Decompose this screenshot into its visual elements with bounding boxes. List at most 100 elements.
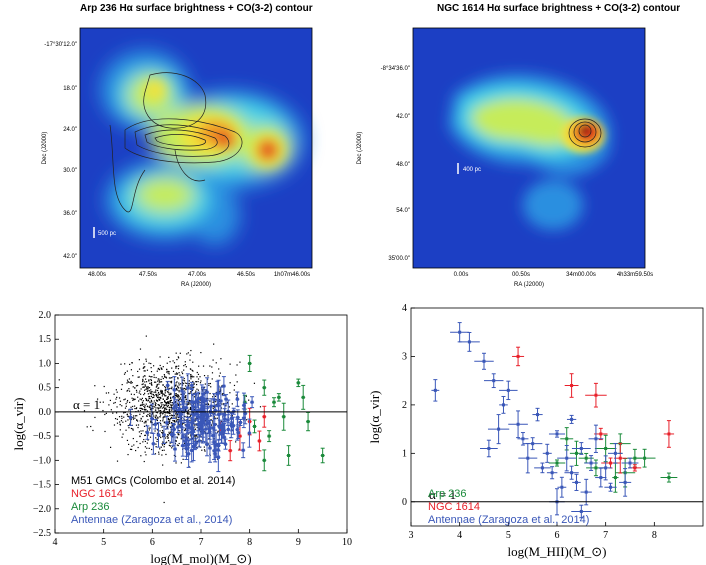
m51-point	[170, 399, 173, 401]
m51-point	[157, 368, 159, 370]
m51-point	[120, 388, 123, 390]
m51-point	[185, 409, 187, 411]
m51-point	[109, 446, 112, 448]
errorbar-point	[557, 444, 577, 472]
m51-point	[199, 399, 201, 401]
m51-point	[116, 406, 118, 408]
m51-point	[197, 380, 199, 383]
m51-point	[181, 429, 183, 431]
m51-point	[147, 413, 149, 416]
errorbar-point	[588, 424, 604, 453]
m51-point	[185, 366, 187, 368]
m51-point	[148, 387, 151, 389]
heatmap-xticks: 0.00s 00.50s 34m00.00s 4h33m59.50s	[454, 272, 654, 278]
m51-point	[161, 402, 163, 404]
m51-point	[175, 413, 177, 415]
m51-point	[188, 402, 190, 404]
m51-point	[218, 390, 220, 392]
m51-point	[177, 368, 180, 370]
m51-point	[108, 404, 110, 406]
errorbar-point	[571, 442, 591, 455]
m51-point	[167, 396, 169, 398]
m51-point	[173, 419, 175, 422]
xtick-label: 6	[150, 537, 155, 548]
m51-point	[130, 393, 132, 395]
m51-point	[194, 408, 196, 411]
halpha-emission-blobs	[448, 73, 612, 230]
xtick-label: 1h07m46.00s	[274, 272, 310, 278]
m51-point	[132, 405, 134, 408]
errorbar-point	[201, 386, 206, 402]
m51-point	[151, 397, 154, 399]
alpha-one-label: α = 1	[429, 487, 456, 502]
m51-point	[176, 373, 178, 375]
heatmap-ngc1614: -8°34'36.0" 42.0" 48.0" 54.0" 35'00.0" 0…	[357, 27, 654, 288]
m51-point	[147, 386, 149, 388]
m51-point	[153, 391, 155, 393]
m51-point	[220, 407, 223, 409]
m51-point	[152, 405, 154, 407]
m51-point	[218, 398, 220, 401]
errorbar-point	[571, 504, 592, 519]
m51-point	[165, 407, 167, 409]
m51-point	[144, 392, 146, 394]
m51-point	[179, 403, 181, 405]
m51-point	[146, 388, 148, 390]
co-contours	[109, 72, 243, 213]
xtick-label: 46.50s	[237, 272, 255, 278]
m51-point	[183, 369, 185, 371]
m51-point	[161, 391, 163, 393]
errorbar-point	[532, 407, 543, 422]
m51-point	[157, 407, 159, 410]
m51-point	[223, 403, 225, 405]
m51-point	[99, 401, 101, 403]
m51-point	[166, 398, 168, 401]
m51-point	[183, 411, 186, 414]
m51-point	[163, 449, 165, 451]
m51-point	[169, 387, 171, 390]
m51-point	[169, 396, 172, 398]
m51-point	[176, 358, 178, 361]
m51-point	[176, 444, 178, 446]
m51-point	[177, 444, 179, 447]
m51-point	[170, 382, 173, 384]
m51-point	[171, 367, 173, 369]
xtick-label: 7	[199, 537, 204, 548]
m51-point	[158, 399, 160, 401]
m51-point	[158, 379, 160, 381]
m51-point	[138, 368, 141, 370]
y-axis-label: log(α_vir)	[367, 390, 382, 443]
m51-point	[203, 449, 206, 451]
m51-point	[153, 381, 156, 383]
m51-point	[171, 404, 173, 406]
ytick-label: 1.5	[39, 334, 52, 345]
m51-point	[144, 370, 146, 372]
m51-point	[178, 399, 180, 402]
m51-point	[165, 402, 167, 405]
errorbar-point	[151, 432, 156, 455]
m51-point	[155, 437, 157, 439]
m51-point	[151, 376, 153, 378]
m51-point	[155, 376, 157, 379]
m51-point	[164, 411, 166, 414]
m51-point	[194, 428, 197, 430]
errorbar-point	[164, 416, 169, 430]
m51-point	[179, 398, 181, 400]
m51-point	[139, 348, 142, 350]
m51-point	[163, 422, 165, 424]
m51-point	[207, 375, 209, 377]
m51-point	[178, 398, 180, 400]
errorbar-point	[546, 466, 558, 480]
m51-point	[158, 397, 160, 399]
m51-point	[133, 399, 135, 401]
m51-point	[177, 394, 179, 396]
m51-point	[162, 398, 164, 400]
m51-point	[160, 412, 162, 414]
m51-point	[157, 428, 159, 431]
m51-point	[192, 361, 194, 363]
m51-point	[163, 373, 165, 376]
m51-point	[175, 412, 177, 414]
m51-point	[165, 390, 167, 392]
m51-point	[174, 455, 177, 457]
m51-point	[168, 409, 170, 411]
